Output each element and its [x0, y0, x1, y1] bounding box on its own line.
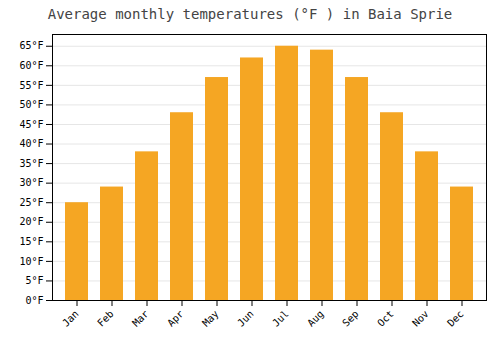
svg-text:15°F: 15°F	[19, 236, 43, 247]
svg-text:Nov: Nov	[410, 308, 431, 329]
svg-text:Sep: Sep	[340, 308, 361, 329]
svg-text:Apr: Apr	[165, 308, 186, 329]
svg-text:Jul: Jul	[270, 308, 291, 329]
svg-text:Mar: Mar	[130, 308, 151, 329]
svg-text:35°F: 35°F	[19, 158, 43, 169]
html-text:Average monthly temperatures (: Average monthly temperatures (°F ) in Ba…	[47, 6, 453, 22]
svg-text:20°F: 20°F	[19, 216, 43, 227]
svg-text:0°F: 0°F	[25, 295, 43, 306]
svg-text:45°F: 45°F	[19, 119, 43, 130]
svg-text:Feb: Feb	[95, 308, 116, 329]
svg-text:Aug: Aug	[305, 308, 326, 329]
svg-text:65°F: 65°F	[19, 40, 43, 51]
svg-text:50°F: 50°F	[19, 99, 43, 110]
svg-text:60°F: 60°F	[19, 60, 43, 71]
svg-text:Jun: Jun	[235, 308, 256, 329]
svg-text:Jan: Jan	[60, 308, 81, 329]
svg-text:Oct: Oct	[375, 308, 396, 329]
svg-text:May: May	[200, 308, 221, 329]
svg-text:30°F: 30°F	[19, 177, 43, 188]
svg-text:5°F: 5°F	[25, 275, 43, 286]
svg-text:25°F: 25°F	[19, 197, 43, 208]
svg-text:40°F: 40°F	[19, 138, 43, 149]
svg-text:10°F: 10°F	[19, 256, 43, 267]
svg-text:Dec: Dec	[445, 308, 466, 329]
svg-text:55°F: 55°F	[19, 80, 43, 91]
